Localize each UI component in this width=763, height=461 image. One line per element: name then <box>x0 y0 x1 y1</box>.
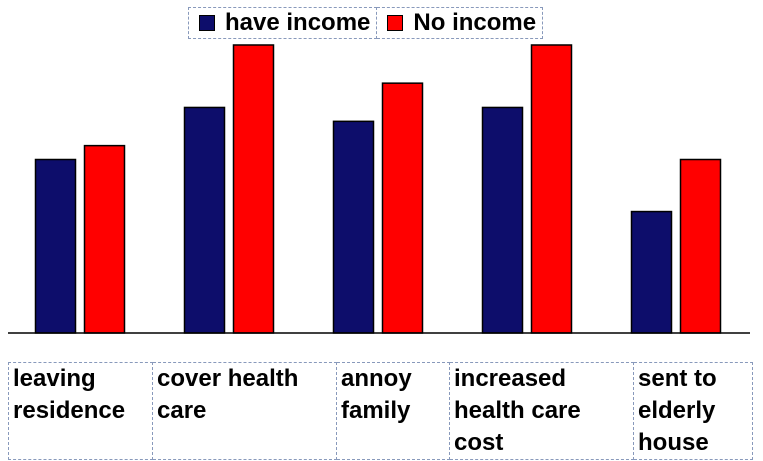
category-label-line <box>153 427 336 459</box>
bars-group <box>34 44 722 334</box>
bar-have-income-1 <box>183 106 226 334</box>
category-cell-cover-health-care: cover health care <box>152 362 337 460</box>
bar-have-income-4 <box>630 210 673 334</box>
category-label-line: cover health <box>157 365 299 392</box>
category-label-line: sent to <box>638 365 717 392</box>
category-label-line: increased <box>454 365 567 392</box>
bar-no-income-0 <box>83 144 126 334</box>
legend-label-have-income: have income <box>225 9 371 36</box>
legend-swatch-have-income <box>199 15 215 31</box>
bar-no-income-2 <box>381 82 424 334</box>
category-cell-increased-health-care-cost: increased health care cost <box>449 362 634 460</box>
legend-item-no-income: No income <box>377 7 544 39</box>
category-label-line: residence <box>13 397 126 424</box>
legend-item-have-income: have income <box>188 7 378 39</box>
legend-swatch-no-income <box>387 15 404 31</box>
category-label-line: annoy <box>341 365 412 392</box>
bar-no-income-1 <box>232 44 275 334</box>
bar-no-income-3 <box>530 44 573 334</box>
legend: have income No income <box>188 7 544 39</box>
category-label-line: care <box>157 397 207 424</box>
category-label-line: family <box>341 397 411 424</box>
category-label-line <box>9 427 152 459</box>
category-label-table: leaving residence cover health care anno… <box>8 362 753 460</box>
category-label-line: leaving <box>13 365 96 392</box>
category-cell-annoy-family: annoy family <box>336 362 450 460</box>
bar-have-income-0 <box>34 158 77 334</box>
category-cell-leaving-residence: leaving residence <box>8 362 153 460</box>
category-label-line <box>337 427 449 459</box>
legend-label-no-income: No income <box>413 9 537 36</box>
category-label-line: elderly <box>638 397 716 424</box>
category-label-line: health care <box>454 397 581 424</box>
category-label-line: house <box>638 429 709 456</box>
category-label-line: cost <box>454 429 504 456</box>
bar-have-income-3 <box>481 106 524 334</box>
bar-have-income-2 <box>332 120 375 334</box>
bar-no-income-4 <box>679 158 722 334</box>
category-cell-sent-to-elderly-house: sent to elderly house <box>633 362 753 460</box>
